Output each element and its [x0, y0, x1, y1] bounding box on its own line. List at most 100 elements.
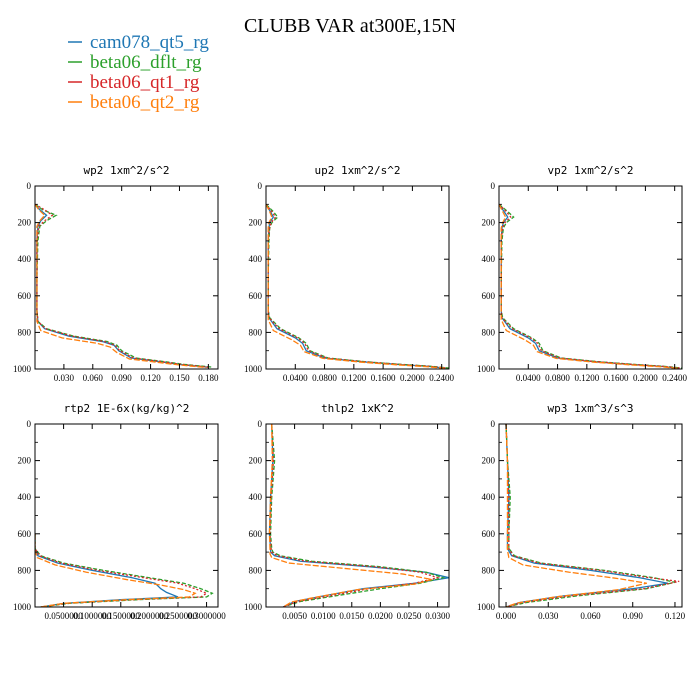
- series-line-1: [269, 424, 446, 607]
- plot-frame: [34, 185, 219, 370]
- x-tick-label: 0.150: [169, 373, 190, 383]
- y-tick-label: 0: [27, 181, 32, 191]
- x-tick-label: 0.090: [623, 611, 644, 621]
- legend-item-2: beta06_qt1_rg: [68, 72, 200, 93]
- x-tick-label: 0.090: [112, 373, 133, 383]
- y-tick-label: 800: [482, 327, 496, 337]
- y-tick-label: 200: [249, 456, 263, 466]
- series-line-3: [505, 424, 647, 607]
- y-tick-label: 400: [18, 254, 32, 264]
- y-tick-label: 1000: [13, 602, 32, 612]
- panel-2: vp2 1xm^2/s^2 0 200 400 600 800 1000 0.0400 0.08…: [477, 164, 688, 383]
- y-tick-label: 600: [249, 529, 263, 539]
- x-tick-label: 0.0400: [516, 373, 541, 383]
- x-tick-label: 0.180: [198, 373, 219, 383]
- series-line-2: [499, 203, 681, 369]
- x-tick-label: 0.0250: [397, 611, 422, 621]
- x-tick-label: 0.2000: [633, 373, 658, 383]
- x-tick-label: 0.060: [83, 373, 104, 383]
- x-tick-label: 0.060: [580, 611, 601, 621]
- panel-title: thlp2 1xK^2: [321, 402, 394, 415]
- y-tick-label: 600: [18, 529, 32, 539]
- x-tick-label: 0.1000000: [73, 611, 112, 621]
- y-tick-label: 400: [482, 254, 496, 264]
- legend-label: beta06_dflt_rg: [90, 52, 202, 73]
- panel-5: wp3 1xm^3/s^3 0 200 400 600 800 10000.000 0.030…: [477, 402, 686, 621]
- series-line-0: [268, 424, 449, 607]
- figure-title: CLUBB VAR at300E,15N: [244, 15, 456, 37]
- x-tick-label: 0.0050: [282, 611, 307, 621]
- x-tick-label: 0.120: [140, 373, 161, 383]
- x-tick-label: 0.0150: [339, 611, 364, 621]
- panel-title: wp3 1xm^3/s^3: [547, 402, 633, 415]
- x-tick-label: 0.1200: [574, 373, 599, 383]
- y-tick-label: 400: [482, 492, 496, 502]
- panel-3: rtp2 1E-6x(kg/kg)^2 0 200 400 600 800 1000 0.05…: [13, 402, 226, 621]
- y-tick-label: 800: [482, 565, 496, 575]
- y-tick-label: 800: [249, 565, 263, 575]
- series-group: [35, 533, 214, 607]
- y-tick-label: 200: [482, 218, 496, 228]
- series-line-3: [35, 203, 207, 369]
- x-tick-label: 0.0400: [283, 373, 308, 383]
- y-tick-label: 1000: [244, 602, 263, 612]
- y-tick-label: 600: [18, 291, 32, 301]
- panels-grid: wp2 1xm^2/s^2 0 200 400 600 800 1000 0.030 0.060…: [13, 164, 688, 621]
- y-tick-label: 0: [27, 419, 32, 429]
- x-tick-label: 0.0800: [312, 373, 337, 383]
- series-line-2: [266, 203, 448, 369]
- series-line-1: [266, 203, 449, 369]
- series-group: [499, 203, 682, 369]
- legend-label: beta06_qt1_rg: [90, 72, 200, 93]
- series-line-0: [505, 424, 669, 607]
- y-tick-label: 0: [491, 181, 496, 191]
- series-group: [268, 424, 449, 607]
- y-tick-label: 1000: [477, 364, 496, 374]
- x-tick-label: 0.120: [665, 611, 686, 621]
- legend-label: cam078_qt5_rg: [90, 32, 209, 53]
- series-line-1: [35, 203, 214, 368]
- series-line-3: [499, 204, 678, 369]
- x-tick-label: 0.030: [54, 373, 75, 383]
- panel-1: up2 1xm^2/s^2 0 200 400 600 800 1000 0.0400 0.08…: [244, 164, 455, 383]
- plot-frame: [265, 423, 450, 608]
- y-tick-label: 1000: [477, 602, 496, 612]
- series-line-2: [35, 203, 209, 368]
- series-line-2: [269, 424, 440, 607]
- series-line-3: [268, 424, 433, 607]
- series-line-1: [499, 203, 682, 369]
- x-tick-label: 0.0800: [545, 373, 570, 383]
- y-tick-label: 0: [258, 181, 263, 191]
- y-tick-label: 200: [482, 456, 496, 466]
- panel-title: rtp2 1E-6x(kg/kg)^2: [64, 402, 190, 415]
- y-tick-label: 600: [249, 291, 263, 301]
- y-tick-label: 600: [482, 291, 496, 301]
- y-tick-label: 1000: [244, 364, 263, 374]
- x-tick-label: 0.000: [496, 611, 517, 621]
- y-tick-label: 800: [18, 327, 32, 337]
- y-tick-label: 0: [491, 419, 496, 429]
- panel-title: wp2 1xm^2/s^2: [83, 164, 169, 177]
- legend-item-0: cam078_qt5_rg: [68, 32, 209, 53]
- series-line-3: [35, 533, 197, 607]
- series-line-3: [266, 204, 445, 369]
- x-tick-label: 0.030: [538, 611, 559, 621]
- y-tick-label: 200: [249, 218, 263, 228]
- plot-frame: [498, 423, 683, 608]
- x-tick-label: 0.2500000: [159, 611, 198, 621]
- series-line-0: [499, 203, 679, 369]
- series-line-2: [505, 424, 680, 607]
- y-tick-label: 800: [18, 565, 32, 575]
- series-line-0: [35, 203, 209, 368]
- y-tick-label: 200: [18, 218, 32, 228]
- legend-item-1: beta06_dflt_rg: [68, 52, 202, 73]
- x-tick-label: 0.2400: [429, 373, 454, 383]
- panel-title: up2 1xm^2/s^2: [314, 164, 400, 177]
- y-tick-label: 600: [482, 529, 496, 539]
- series-line-2: [35, 533, 208, 607]
- legend-item-3: beta06_qt2_rg: [68, 92, 200, 113]
- x-tick-label: 0.0200: [368, 611, 393, 621]
- x-tick-label: 0.1500000: [102, 611, 141, 621]
- x-tick-label: 0.0300: [425, 611, 450, 621]
